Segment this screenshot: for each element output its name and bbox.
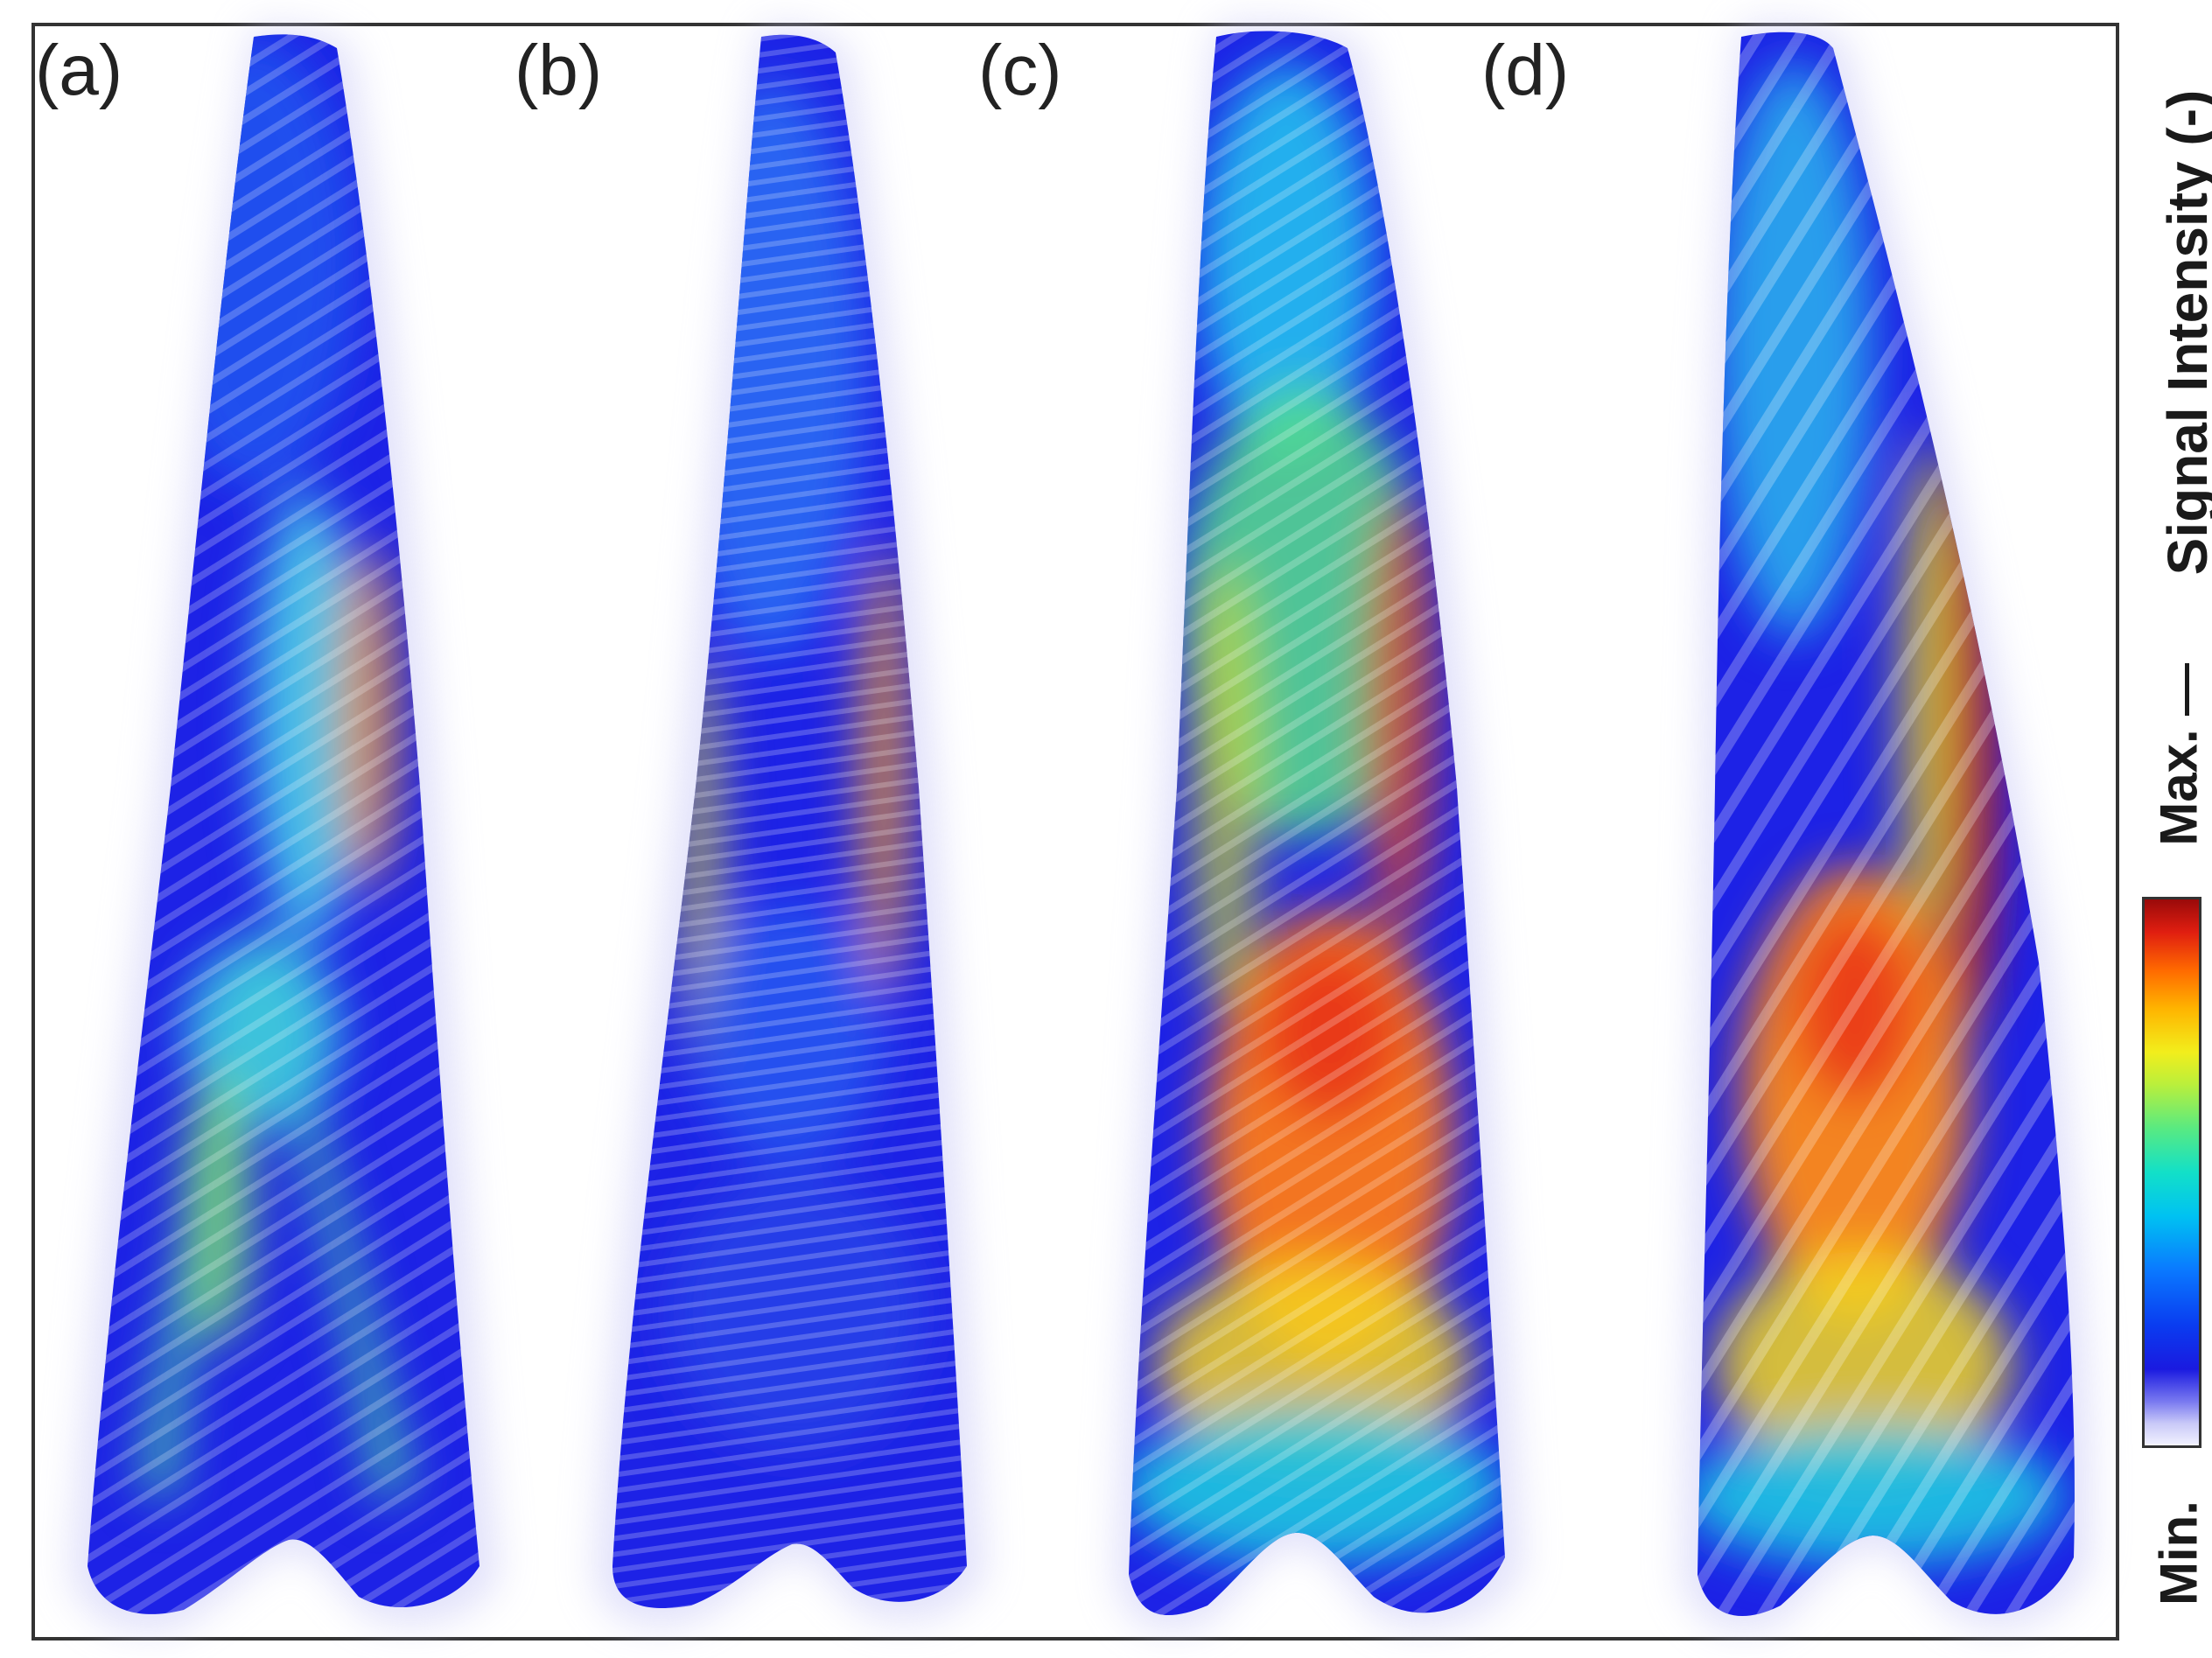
figure-frame <box>32 23 2119 1641</box>
panel-label-b: (b) <box>514 31 603 110</box>
panel-label-d: (d) <box>1481 31 1570 110</box>
plume-d <box>1682 23 2091 1630</box>
plume-c <box>1116 22 1522 1629</box>
colorbar-separator <box>2185 663 2204 716</box>
colorbar-gradient <box>2142 897 2202 1448</box>
plume-a <box>70 25 499 1632</box>
colorbar-title: Signal Intensity (-) <box>2156 89 2212 576</box>
colorbar-min-label: Min. <box>2149 1501 2208 1606</box>
panel-label-c: (c) <box>978 31 1062 110</box>
colorbar-max-label: Max. <box>2149 729 2208 846</box>
panel-label-a: (a) <box>35 31 123 110</box>
plume-b <box>595 25 984 1626</box>
